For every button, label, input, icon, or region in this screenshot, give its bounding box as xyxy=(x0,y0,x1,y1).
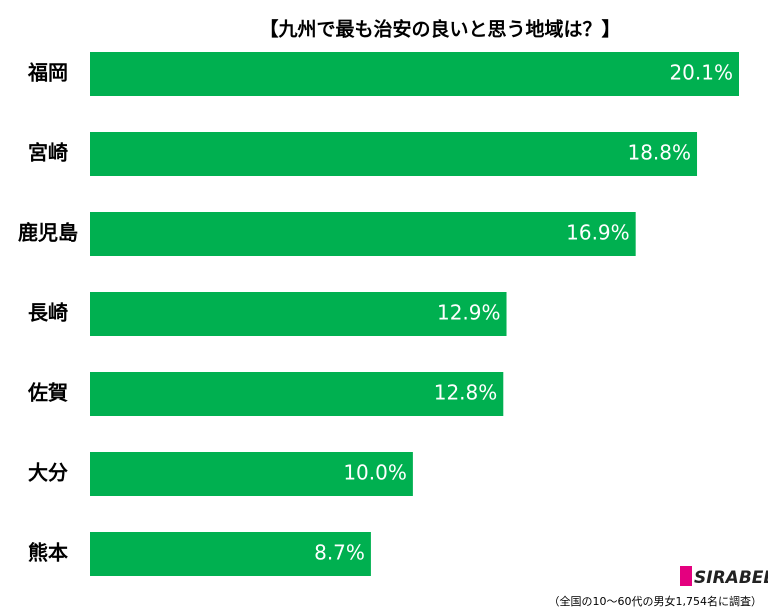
value-label: 20.1% xyxy=(669,61,733,85)
category-label: 福岡 xyxy=(27,61,68,85)
bar xyxy=(90,52,739,96)
chart-title: 【九州で最も治安の良いと思う地域は？】 xyxy=(259,18,620,41)
category-label: 熊本 xyxy=(28,541,68,565)
value-label: 16.9% xyxy=(566,221,630,245)
category-label: 宮崎 xyxy=(28,141,68,165)
bar xyxy=(90,372,504,416)
bar xyxy=(90,132,698,176)
bar xyxy=(90,292,507,336)
category-label: 鹿児島 xyxy=(18,221,78,245)
category-label: 大分 xyxy=(28,461,68,485)
bar xyxy=(90,212,636,256)
logo: SIRABEE xyxy=(694,568,768,588)
value-label: 18.8% xyxy=(627,141,691,165)
value-label: 12.9% xyxy=(437,301,501,325)
value-label: 10.0% xyxy=(343,461,407,485)
value-label: 12.8% xyxy=(434,381,498,405)
category-label: 佐賀 xyxy=(27,381,68,405)
bar xyxy=(90,452,413,496)
bar xyxy=(90,532,371,576)
footnote: （全国の10～60代の男女1,754名に調査） xyxy=(549,594,762,608)
value-label: 8.7% xyxy=(314,541,365,565)
category-label: 長崎 xyxy=(28,301,68,325)
logo-icon xyxy=(680,566,692,586)
